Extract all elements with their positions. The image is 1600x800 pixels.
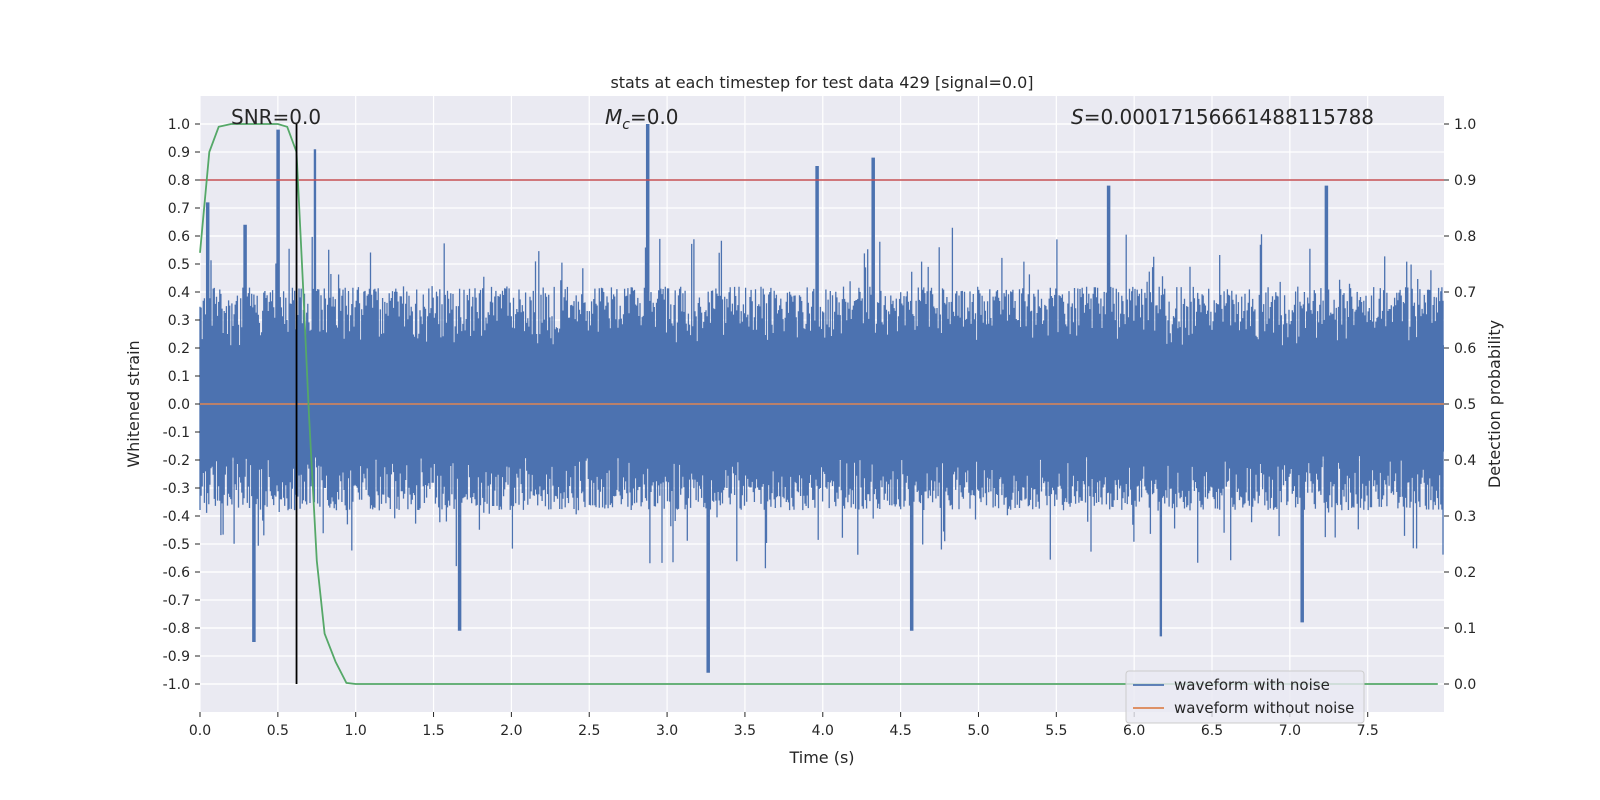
y-right-tick-label: 0.2 [1454, 565, 1476, 581]
noise-series [199, 124, 1444, 673]
x-tick-label: 7.0 [1279, 723, 1301, 739]
waveform-with-noise-band [200, 345, 1444, 452]
y-left-tick-label: 0.2 [168, 341, 190, 357]
legend-label-clean: waveform without noise [1174, 699, 1354, 717]
x-tick-label: 6.0 [1123, 723, 1145, 739]
x-tick-label: 3.5 [734, 723, 756, 739]
y-right-tick-label: 1.0 [1454, 117, 1476, 133]
y-right-tick-label: 0.4 [1454, 453, 1476, 469]
overlay-lines [199, 123, 1444, 685]
x-tick-label: 5.5 [1045, 723, 1067, 739]
y-left-tick-label: -0.7 [163, 593, 190, 609]
x-axis-ticks: 0.0 0.5 1.0 1.5 2.0 2.5 3.0 3.5 4.0 4.5 5.0 5.5 6.0 6… [189, 712, 1379, 739]
y-left-tick-label: 0.6 [168, 229, 190, 245]
legend: waveform with noise waveform without noi… [1125, 670, 1365, 724]
x-tick-label: 0.0 [189, 723, 211, 739]
y-left-tick-label: -0.9 [163, 649, 190, 665]
y-right-tick-label: 0.7 [1454, 285, 1476, 301]
y-left-tick-label: 0.9 [168, 145, 190, 161]
x-axis-label: Time (s) [788, 748, 854, 767]
chirp-mass-value: =0.0 [630, 105, 679, 129]
s-statistic-symbol: S [1071, 105, 1084, 129]
y-right-tick-label: 0.3 [1454, 509, 1476, 525]
x-tick-label: 6.5 [1201, 723, 1223, 739]
y-left-tick-label: 0.0 [168, 397, 190, 413]
x-tick-label: 1.0 [345, 723, 367, 739]
y-left-tick-label: 1.0 [168, 117, 190, 133]
detection-probability-line [199, 123, 1438, 685]
x-tick-label: 4.0 [812, 723, 834, 739]
y-axis-right-label: Detection probability [1485, 320, 1504, 488]
y-left-tick-label: -1.0 [163, 677, 190, 693]
y-axis-left-label: Whitened strain [124, 340, 143, 467]
y-right-tick-label: 0.1 [1454, 621, 1476, 637]
y-right-tick-label: 0.9 [1454, 173, 1476, 189]
chirp-mass-subscript: c [622, 117, 630, 133]
y-left-tick-label: 0.8 [168, 173, 190, 189]
y-left-tick-label: 0.3 [168, 313, 190, 329]
y-left-tick-label: -0.1 [163, 425, 190, 441]
y-left-tick-label: -0.4 [163, 509, 190, 525]
y-axis-right-ticks: 0.0 0.1 0.2 0.3 0.4 0.5 0.6 0.7 0.8 0.9 1.0 [1444, 117, 1476, 693]
x-tick-label: 1.5 [422, 723, 444, 739]
y-left-tick-label: -0.2 [163, 453, 190, 469]
x-tick-label: 4.5 [889, 723, 911, 739]
legend-label-noise: waveform with noise [1174, 676, 1330, 694]
x-tick-label: 2.5 [578, 723, 600, 739]
legend-box [1125, 670, 1365, 724]
y-right-tick-label: 0.5 [1454, 397, 1476, 413]
y-left-tick-label: -0.5 [163, 537, 190, 553]
chart-title: stats at each timestep for test data 429… [610, 73, 1033, 92]
chirp-mass-annotation: Mc=0.0 [605, 105, 679, 133]
x-tick-label: 0.5 [267, 723, 289, 739]
x-tick-label: 2.0 [500, 723, 522, 739]
x-tick-label: 7.5 [1357, 723, 1379, 739]
y-right-tick-label: 0.0 [1454, 677, 1476, 693]
y-right-tick-label: 0.6 [1454, 341, 1476, 357]
x-tick-label: 3.0 [656, 723, 678, 739]
y-right-tick-label: 0.8 [1454, 229, 1476, 245]
y-left-tick-label: 0.4 [168, 285, 190, 301]
y-left-tick-label: 0.7 [168, 201, 190, 217]
s-statistic-value: =0.00017156661488115788 [1084, 105, 1374, 129]
y-left-tick-label: 0.5 [168, 257, 190, 273]
s-statistic-annotation: S=0.00017156661488115788 [1071, 105, 1374, 129]
y-left-tick-label: -0.3 [163, 481, 190, 497]
snr-annotation: SNR=0.0 [231, 105, 321, 129]
y-axis-left-ticks: -1.0 -0.9 -0.8 -0.7 -0.6 -0.5 -0.4 -0.3 -0.2 -0.1… [163, 117, 200, 693]
y-left-tick-label: 0.1 [168, 369, 190, 385]
chirp-mass-symbol: M [605, 105, 622, 129]
y-left-tick-label: -0.6 [163, 565, 190, 581]
x-tick-label: 5.0 [967, 723, 989, 739]
y-left-tick-label: -0.8 [163, 621, 190, 637]
